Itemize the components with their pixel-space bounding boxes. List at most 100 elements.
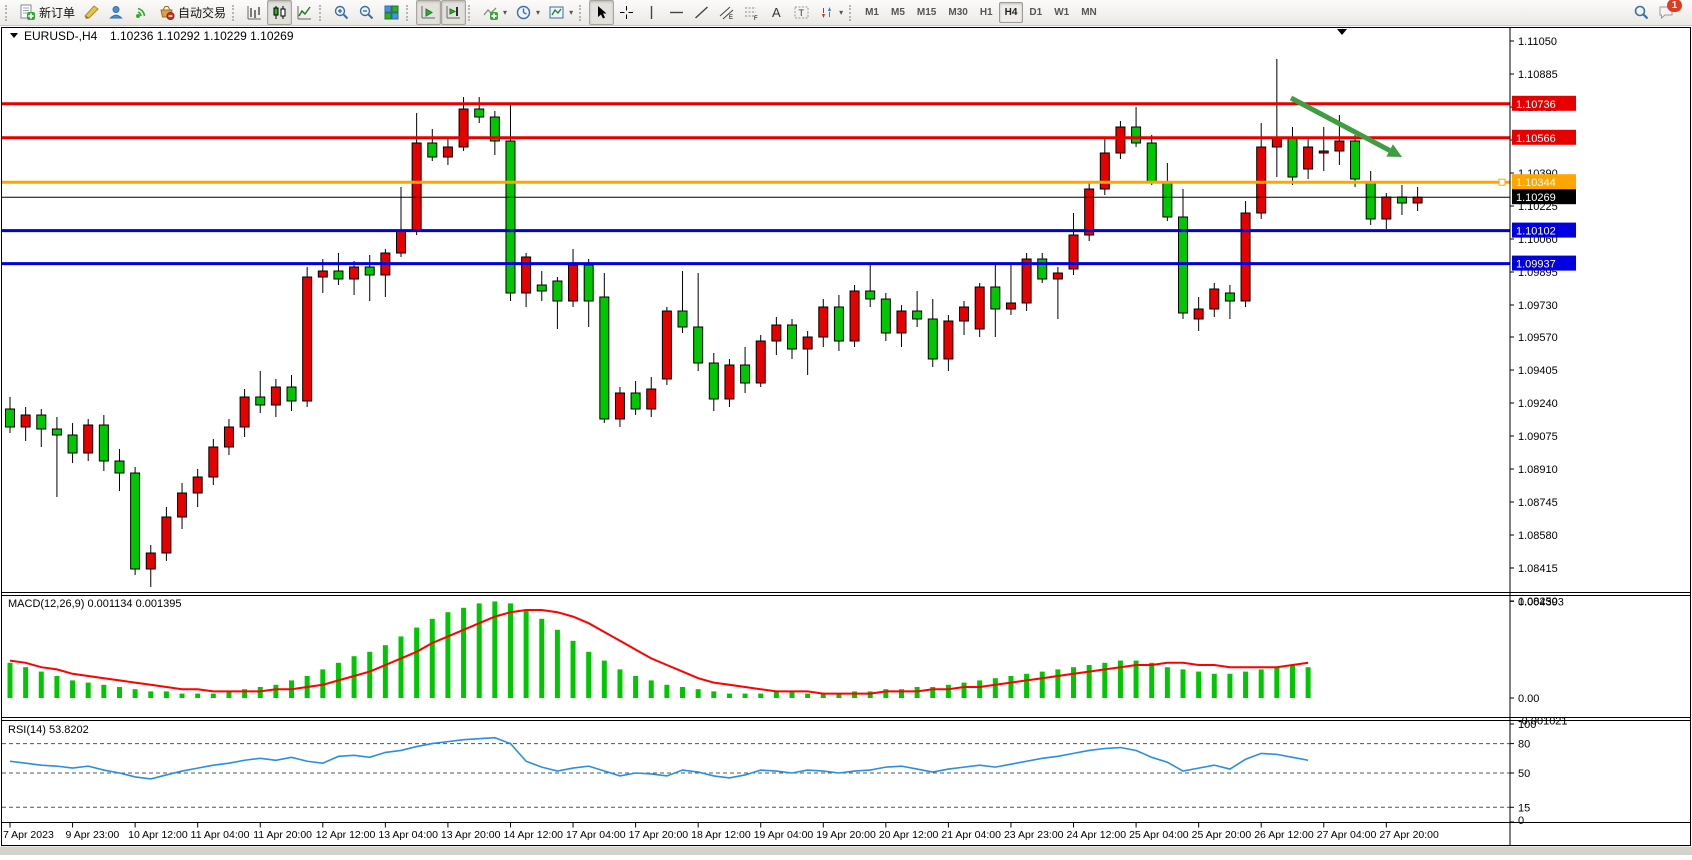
macd-signal-line	[9, 609, 1309, 695]
macd-pane[interactable]	[7, 601, 1311, 698]
tile-windows-button[interactable]	[379, 0, 404, 25]
timeframe-button-h4[interactable]: H4	[998, 2, 1024, 23]
periods-button[interactable]: ▾	[511, 0, 544, 25]
candle	[1412, 196, 1423, 204]
new-order-button-label: 新订单	[39, 6, 76, 20]
macd-bar	[7, 662, 13, 698]
drawn-arrow-head[interactable]	[1386, 144, 1402, 157]
text-button[interactable]: A	[764, 0, 789, 25]
line-chart-button[interactable]	[292, 0, 317, 25]
search-icon[interactable]	[1633, 4, 1650, 21]
macd-bar	[101, 684, 107, 698]
horizontal-line-button[interactable]	[664, 0, 689, 25]
candle	[693, 326, 704, 364]
date-axis-label: 19 Apr 20:00	[816, 829, 876, 841]
macd-bar	[1164, 667, 1170, 698]
price-badge-label: 1.10269	[1516, 192, 1556, 204]
channel-button[interactable]: E	[714, 0, 739, 25]
macd-axis-label: 0.00	[1518, 693, 1539, 705]
timeframe-button-w1[interactable]: W1	[1054, 7, 1070, 18]
timeframe-button-m5[interactable]: M5	[891, 7, 905, 18]
new-order-button[interactable]: 新订单	[15, 0, 79, 25]
candle	[927, 318, 938, 360]
timeframe-button-m30[interactable]: M30	[948, 7, 968, 18]
macd-bar	[945, 684, 951, 698]
price-badge-label: 1.10344	[1516, 177, 1556, 189]
chart-shift-button[interactable]	[441, 0, 467, 25]
label-button[interactable]: T	[789, 0, 814, 25]
drawn-arrow-annotation[interactable]	[1289, 95, 1391, 153]
zoom-in-button[interactable]	[329, 0, 354, 25]
timeframe-button-h1[interactable]: H1	[979, 7, 993, 18]
templates-button[interactable]: ▾	[544, 0, 577, 25]
zoom-out-button[interactable]	[354, 0, 379, 25]
date-axis-label: 13 Apr 04:00	[378, 829, 438, 841]
macd-bar	[54, 676, 60, 698]
macd-bar	[179, 693, 185, 698]
candle	[302, 276, 313, 402]
notifications-button[interactable]: 1	[1658, 0, 1682, 21]
templates-icon	[548, 4, 565, 21]
price-badge	[1512, 222, 1576, 238]
timeframe-button-m1[interactable]: M1	[865, 7, 879, 18]
candle	[1318, 150, 1329, 154]
macd-bar	[617, 669, 623, 698]
auto-scroll-button[interactable]	[416, 0, 442, 25]
macd-bar	[1211, 673, 1217, 698]
chevron-down-icon[interactable]: ▾	[536, 8, 541, 17]
chart-canvas[interactable]: 1.110501.108851.107201.105551.103901.102…	[0, 26, 1692, 855]
bar-chart-button[interactable]	[242, 0, 267, 25]
candle	[583, 264, 594, 302]
macd-bar	[476, 603, 482, 698]
price-badge-label: 1.10102	[1516, 226, 1556, 238]
candle	[1131, 126, 1142, 144]
chevron-down-icon[interactable]: ▾	[503, 8, 508, 17]
candle	[83, 424, 94, 454]
price-axis-label: 1.09570	[1518, 332, 1558, 344]
macd-bar	[210, 693, 216, 698]
candle	[239, 396, 250, 428]
cursor-button[interactable]	[589, 0, 615, 25]
candle	[1005, 302, 1016, 310]
line-handle[interactable]	[1498, 178, 1506, 186]
candle	[177, 492, 188, 518]
candle	[442, 146, 453, 158]
candle	[1287, 136, 1298, 178]
vertical-line-button[interactable]	[639, 0, 664, 25]
signals-button[interactable]	[129, 0, 154, 25]
timeframe-button-m15[interactable]: M15	[916, 7, 937, 18]
chart-background[interactable]	[0, 26, 1692, 855]
candle	[1084, 188, 1095, 236]
indicators-button[interactable]: ▾	[478, 0, 511, 25]
community-button[interactable]	[104, 0, 129, 25]
trendline-button[interactable]	[689, 0, 714, 25]
timeframe-button-mn[interactable]: MN	[1081, 7, 1097, 18]
macd-bar	[492, 601, 498, 698]
chevron-down-icon[interactable]: ▾	[839, 8, 844, 17]
candle	[646, 388, 657, 410]
timeframe-button-d1[interactable]: D1	[1029, 7, 1043, 18]
candle	[912, 310, 923, 320]
candlestick-chart-button[interactable]	[267, 0, 293, 25]
candle	[1068, 234, 1079, 270]
price-badge	[1512, 129, 1576, 145]
chevron-down-icon[interactable]: ▾	[569, 8, 574, 17]
candle	[67, 434, 78, 454]
bottom-scrollbar[interactable]	[0, 846, 1692, 856]
styler-button[interactable]	[79, 0, 104, 25]
fibonacci-button[interactable]: F	[739, 0, 764, 25]
autotrade-button[interactable]: 自动交易	[154, 0, 230, 25]
toolbar-grip	[579, 4, 585, 21]
chart-window[interactable]: 1.110501.108851.107201.105551.103901.102…	[0, 26, 1692, 855]
macd-bar	[570, 640, 576, 698]
macd-bar	[1071, 667, 1077, 698]
date-axis-label: 25 Apr 04:00	[1129, 829, 1189, 841]
price-axis-label: 1.09730	[1518, 300, 1558, 312]
price-badge-label: 1.10566	[1516, 133, 1556, 145]
crosshair-button[interactable]	[614, 0, 639, 25]
arrows-tool-button[interactable]: ▾	[814, 0, 847, 25]
macd-bar	[633, 676, 639, 698]
chart-dropdown-icon[interactable]	[10, 33, 18, 38]
macd-bar	[273, 684, 279, 698]
